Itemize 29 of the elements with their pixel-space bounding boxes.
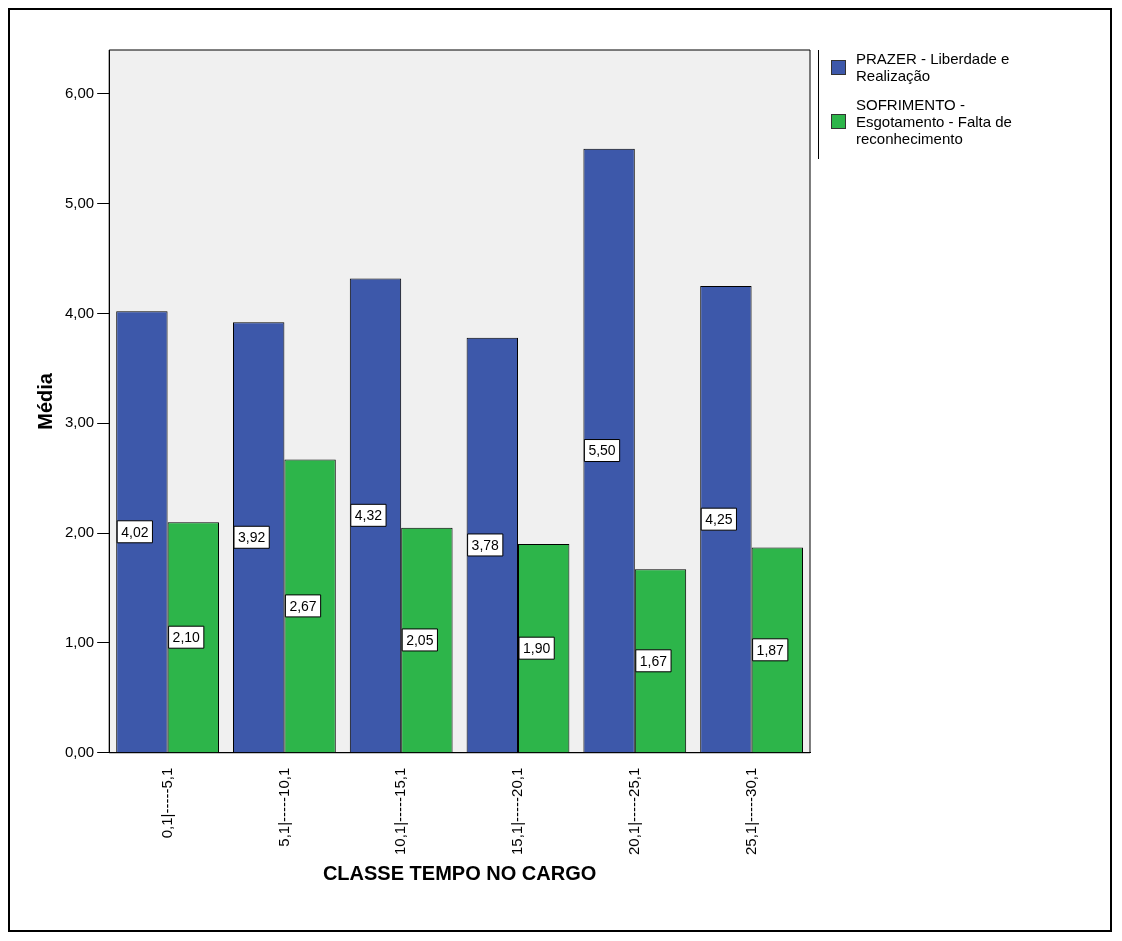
x-tick-label: 5,1|-----10,1 xyxy=(274,767,292,847)
x-tick-label: 20,1|-----25,1 xyxy=(624,767,642,855)
x-tick-label: 25,1|-----30,1 xyxy=(741,767,759,855)
data-label: 3,92 xyxy=(238,529,266,546)
data-label: 1,90 xyxy=(523,640,551,657)
y-axis-title: Média xyxy=(33,372,56,430)
y-tick-label: 4,00 xyxy=(64,303,95,321)
y-tick-label: 0,00 xyxy=(64,742,95,760)
data-label: 1,87 xyxy=(756,641,785,658)
data-label: 2,05 xyxy=(406,631,434,648)
legend-label: SOFRIMENTO - Esgotamento - Falta de reconhecimento xyxy=(856,96,1013,147)
legend-label: PRAZER - Liberdade e Realização xyxy=(856,50,1011,84)
x-axis-title: CLASSE TEMPO NO CARGO xyxy=(322,861,597,884)
data-label: 3,78 xyxy=(471,536,500,553)
data-label: 4,32 xyxy=(354,507,383,524)
data-label: 2,67 xyxy=(289,597,317,614)
x-tick-label: 10,1|-----15,1 xyxy=(391,767,409,855)
y-tick-label: 1,00 xyxy=(64,633,95,651)
y-tick-label: 2,00 xyxy=(64,523,95,541)
data-label: 4,25 xyxy=(705,511,733,528)
data-label: 2,10 xyxy=(172,629,201,646)
x-tick-label: 15,1|-----20,1 xyxy=(508,767,526,855)
data-label: 4,02 xyxy=(121,523,149,540)
y-tick-label: 3,00 xyxy=(64,413,95,431)
x-tick-label: 0,1|-----5,1 xyxy=(157,767,175,839)
data-label: 5,50 xyxy=(588,442,616,459)
y-tick-label: 5,00 xyxy=(64,193,95,211)
y-tick-label: 6,00 xyxy=(64,84,95,102)
data-label: 1,67 xyxy=(639,652,668,669)
